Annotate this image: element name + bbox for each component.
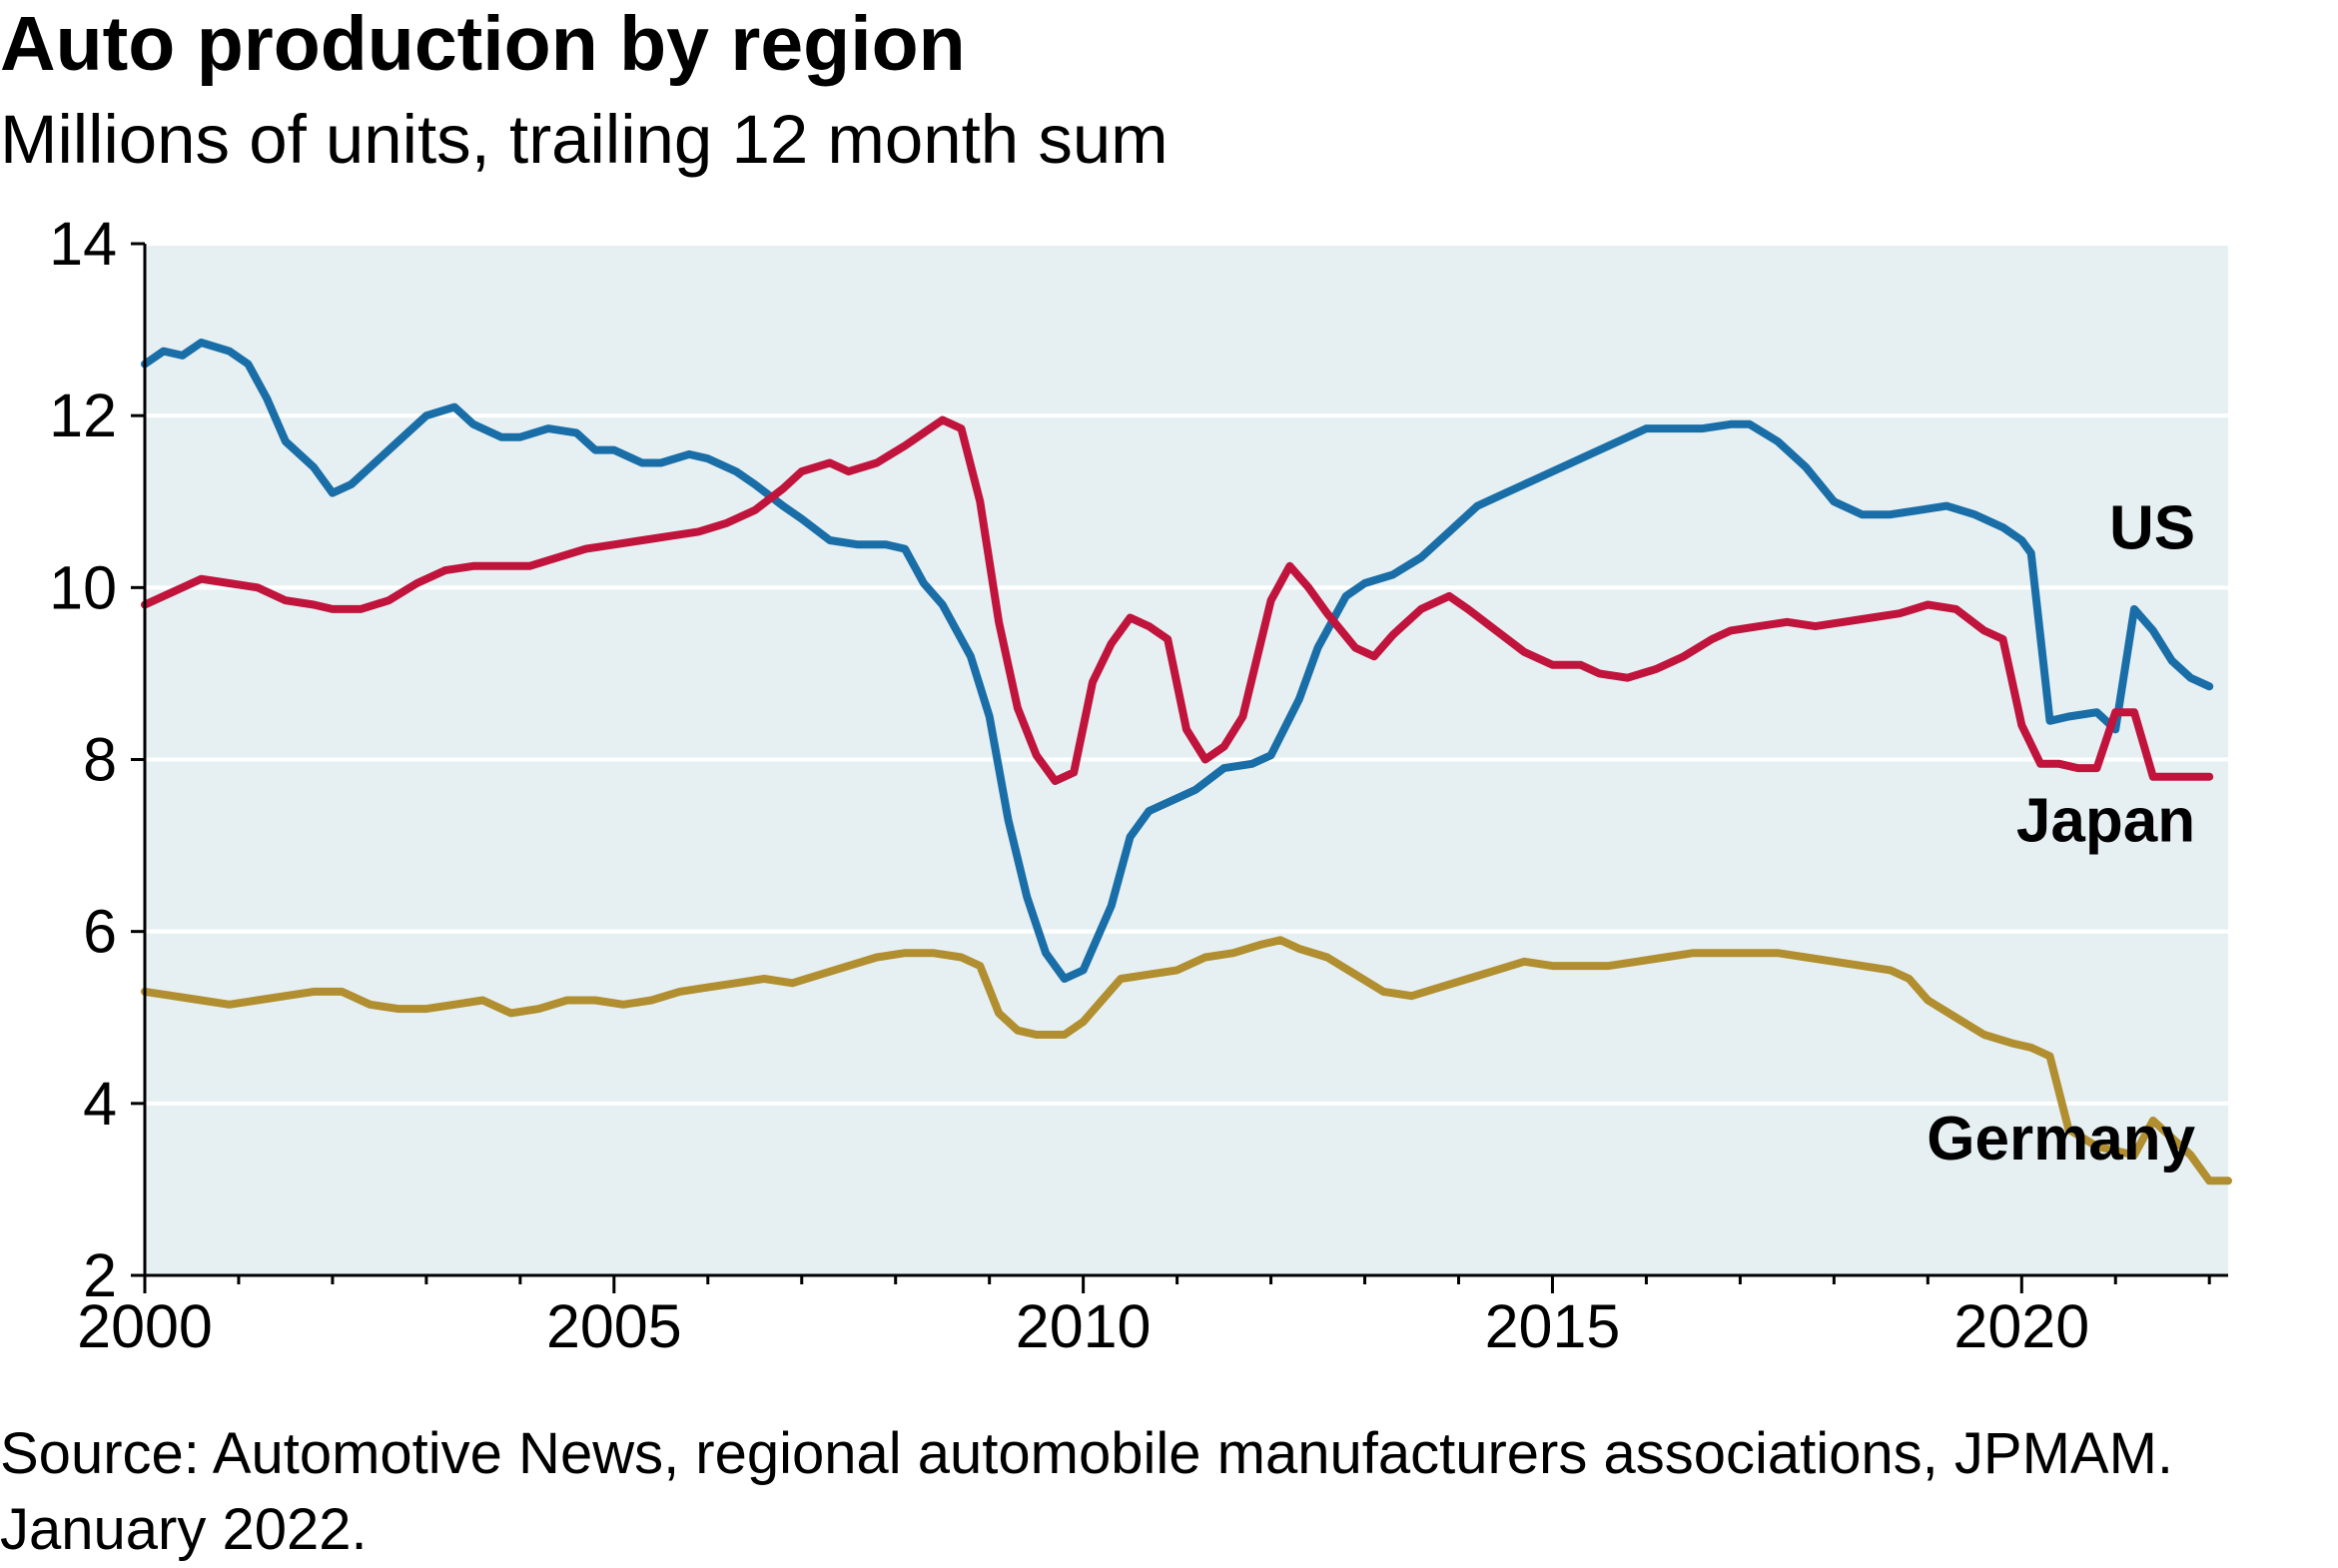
y-tick-label-4: 4 bbox=[83, 1070, 117, 1138]
series-line-germany bbox=[141, 936, 2232, 1185]
y-tick-label-6: 6 bbox=[83, 898, 117, 966]
series-line-us bbox=[141, 339, 2214, 983]
x-tick-label-2000: 2000 bbox=[77, 1292, 213, 1360]
series-layer bbox=[141, 339, 2232, 1185]
x-tick-label-2015: 2015 bbox=[1485, 1292, 1621, 1360]
series-line-japan bbox=[141, 415, 2214, 785]
gridlines bbox=[145, 242, 2228, 1106]
line-chart: 2 4 6 8 10 12 14 2000 2005 2010 2015 2020 US Japan Ge… bbox=[49, 210, 2232, 1360]
axes: 2 4 6 8 10 12 14 2000 2005 2010 2015 2020 bbox=[49, 210, 2228, 1360]
chart-subtitle: Millions of units, trailing 12 month sum bbox=[0, 101, 1169, 178]
series-label-japan: Japan bbox=[2016, 786, 2195, 855]
x-tick-label-2005: 2005 bbox=[546, 1292, 682, 1360]
series-label-us: US bbox=[2109, 494, 2195, 563]
y-tick-label-10: 10 bbox=[49, 553, 117, 621]
series-label-germany: Germany bbox=[1927, 1105, 2195, 1174]
series-labels: US Japan Germany bbox=[1927, 494, 2195, 1174]
x-tick-label-2010: 2010 bbox=[1016, 1292, 1152, 1360]
x-tick-label-2020: 2020 bbox=[1953, 1292, 2089, 1360]
source-note: Source: Automotive News, regional automo… bbox=[0, 1421, 2173, 1562]
y-tick-label-8: 8 bbox=[83, 726, 117, 794]
y-tick-label-14: 14 bbox=[49, 210, 117, 278]
y-tick-label-2: 2 bbox=[83, 1241, 117, 1309]
y-tick-label-12: 12 bbox=[49, 382, 117, 449]
chart-title: Auto production by region bbox=[0, 1, 966, 87]
